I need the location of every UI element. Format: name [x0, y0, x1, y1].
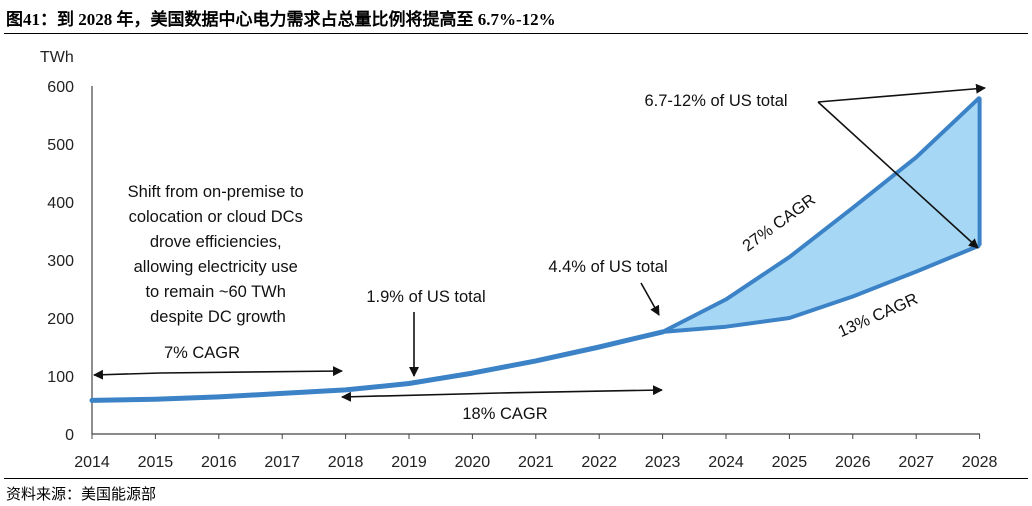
share-2028-label: 6.7-12% of US total	[644, 92, 787, 110]
y-axis-label: TWh	[40, 49, 74, 66]
cagr-18-label: 18% CAGR	[462, 405, 547, 423]
y-tick-label: 100	[47, 369, 74, 386]
y-tick-label: 0	[65, 427, 74, 444]
x-tick-label: 2019	[391, 454, 427, 471]
y-tick-label: 400	[47, 195, 74, 212]
cagr-18-arrow-left	[341, 391, 501, 402]
x-tick-label: 2018	[328, 454, 364, 471]
figure-source: 资料来源：美国能源部	[6, 487, 157, 503]
cagr-18-arrow-right	[499, 385, 663, 396]
efficiency-note-line: to remain ~60 TWh	[145, 283, 285, 301]
x-tick-label: 2017	[264, 454, 300, 471]
efficiency-note-line: drove efficiencies,	[150, 233, 282, 251]
chart-area: 0 100 200 300 400 500 600 2014 2015 2016 2017 2018…	[40, 49, 997, 471]
x-tick-label: 2024	[708, 454, 744, 471]
high-projection-line	[661, 96, 981, 334]
y-tick-label: 200	[47, 311, 74, 328]
x-tick-label: 2026	[835, 454, 871, 471]
x-tick-label: 2016	[201, 454, 237, 471]
figure-title: 图41：到 2028 年，美国数据中心电力需求占总量比例将提高至 6.7%-12…	[6, 10, 556, 29]
projection-range-fill	[661, 96, 981, 334]
low-projection-line	[662, 243, 981, 334]
x-tick-label: 2027	[898, 454, 934, 471]
x-tick-label: 2014	[74, 454, 110, 471]
efficiency-note-line: colocation or cloud DCs	[129, 208, 303, 226]
share-2028-arrow-bottom	[817, 101, 979, 249]
x-tick-label: 2020	[455, 454, 491, 471]
share-2023-label: 4.4% of US total	[548, 258, 667, 276]
share-2028-arrow-top	[817, 83, 986, 103]
x-tick-label: 2022	[581, 454, 617, 471]
x-tick-label: 2023	[645, 454, 681, 471]
share-2023-arrow	[640, 282, 660, 316]
efficiency-note-line: allowing electricity use	[134, 258, 298, 276]
efficiency-note-line: despite DC growth	[150, 308, 286, 326]
historical-series-line	[89, 329, 666, 403]
x-axis-ticks: 2014 2015 2016 2017 2018 2019 2020 2021 2022 2023…	[74, 434, 997, 471]
efficiency-note: Shift from on-premise to colocation or c…	[128, 183, 309, 326]
x-tick-label: 2025	[772, 454, 808, 471]
cagr-7-label: 7% CAGR	[164, 344, 240, 362]
x-tick-label: 2021	[518, 454, 554, 471]
x-tick-label: 2028	[962, 454, 998, 471]
x-tick-label: 2015	[138, 454, 174, 471]
cagr-7-arrow-left	[93, 369, 161, 380]
title-divider	[4, 33, 1028, 34]
y-axis-ticks: 0 100 200 300 400 500 600	[47, 79, 74, 444]
y-tick-label: 600	[47, 79, 74, 96]
y-tick-label: 300	[47, 253, 74, 270]
efficiency-note-line: Shift from on-premise to	[128, 183, 304, 201]
y-tick-label: 500	[47, 137, 74, 154]
share-2019-label: 1.9% of US total	[366, 288, 485, 306]
source-divider	[4, 478, 1028, 479]
cagr-7-arrow-right	[159, 366, 343, 377]
